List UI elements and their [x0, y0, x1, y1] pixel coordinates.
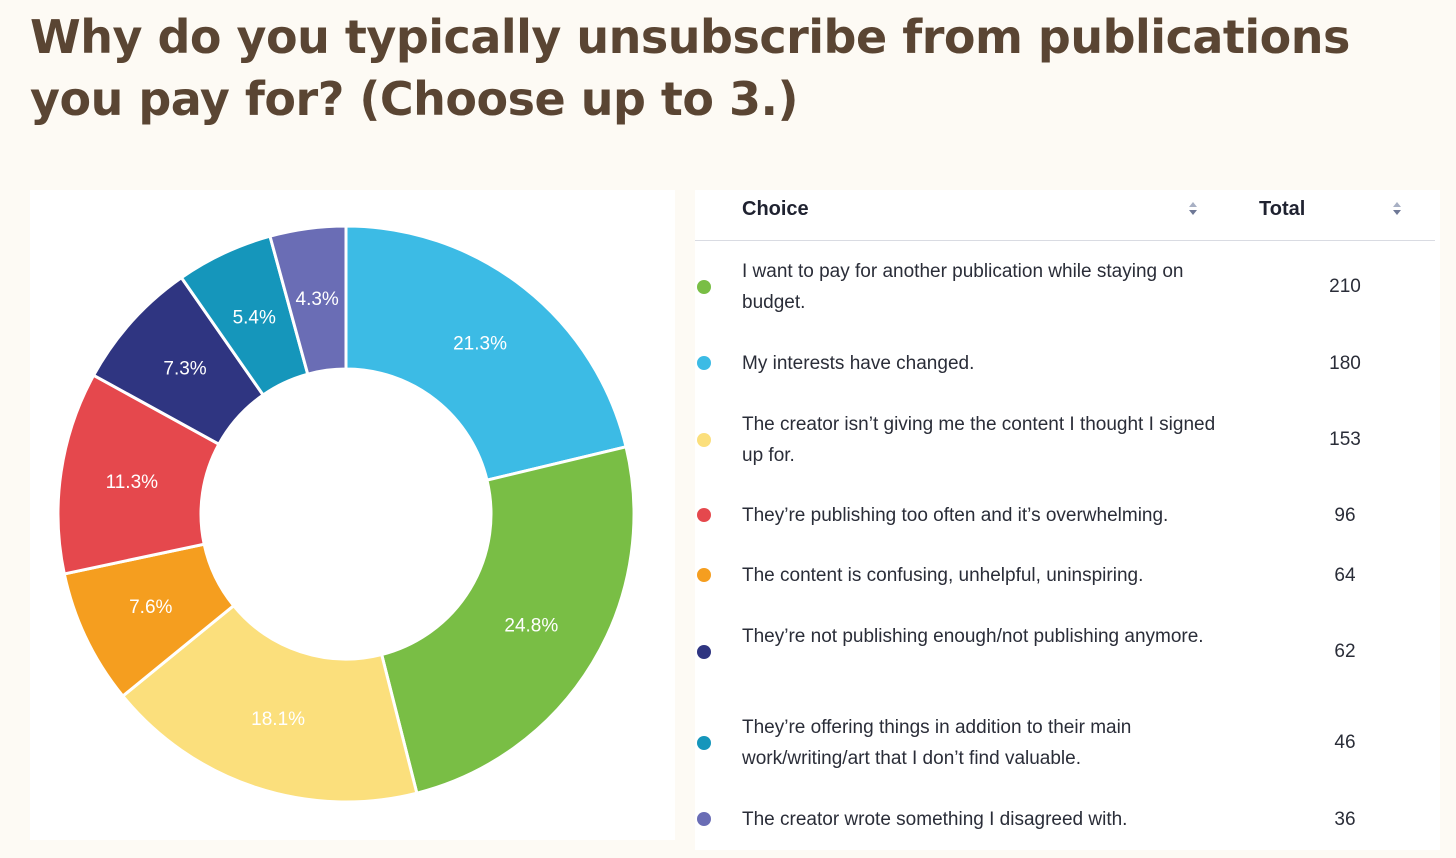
- legend-dot: [697, 433, 711, 447]
- slice-percent-label: 7.3%: [163, 359, 206, 380]
- slice-percent-label: 7.6%: [129, 597, 172, 618]
- donut-slice[interactable]: [120, 603, 419, 804]
- legend-dot: [697, 280, 711, 294]
- results-table: Choice Total I want to pay for another p…: [695, 190, 1440, 850]
- legend-dot: [697, 508, 711, 522]
- donut-slice[interactable]: [379, 444, 636, 795]
- total-value: 180: [1329, 353, 1361, 374]
- legend-dot: [697, 645, 711, 659]
- table-row: The creator isn’t giving me the content …: [695, 409, 1435, 471]
- choice-label: They’re publishing too often and it’s ov…: [742, 505, 1169, 526]
- donut-chart-panel: 21.3% 24.8% 18.1% 7.6% 11.3% 7.3% 5.4% 4.3%: [30, 190, 675, 840]
- slice-percent-label: 24.8%: [504, 615, 558, 636]
- table-row: I want to pay for another publication wh…: [695, 256, 1435, 318]
- choice-label: They’re not publishing enough/not publis…: [742, 626, 1204, 647]
- choice-label: I want to pay for another publication wh…: [742, 261, 1184, 313]
- total-value: 64: [1334, 565, 1356, 586]
- donut-slice[interactable]: [268, 224, 348, 376]
- slice-percent-label: 4.3%: [296, 289, 339, 310]
- choice-label: The creator wrote something I disagreed …: [742, 809, 1128, 830]
- table-row: The content is confusing, unhelpful, uni…: [695, 560, 1435, 591]
- table-row: They’re publishing too often and it’s ov…: [695, 500, 1435, 531]
- table-row: They’re offering things in addition to t…: [695, 712, 1435, 774]
- page-title: Why do you typically unsubscribe from pu…: [30, 10, 1350, 126]
- sort-icon[interactable]: [1188, 200, 1198, 220]
- total-value: 210: [1329, 276, 1361, 297]
- total-value: 46: [1334, 732, 1356, 753]
- choice-column-header[interactable]: Choice: [742, 198, 809, 220]
- legend-dot: [697, 356, 711, 370]
- table-row: They’re not publishing enough/not publis…: [695, 621, 1435, 683]
- slice-percent-label: 5.4%: [233, 307, 276, 328]
- legend-dot: [697, 568, 711, 582]
- donut-slice[interactable]: [344, 224, 628, 482]
- slice-percent-label: 18.1%: [251, 709, 305, 730]
- total-column-header[interactable]: Total: [1259, 198, 1306, 220]
- table-row: My interests have changed. 180: [695, 348, 1435, 379]
- slice-percent-label: 11.3%: [106, 472, 159, 493]
- donut-chart: 21.3% 24.8% 18.1% 7.6% 11.3% 7.3% 5.4% 4.3%: [56, 224, 636, 804]
- total-value: 36: [1334, 809, 1356, 830]
- slice-percent-label: 21.3%: [453, 333, 507, 354]
- total-value: 153: [1329, 429, 1361, 450]
- choice-label: My interests have changed.: [742, 353, 975, 374]
- choice-label: The content is confusing, unhelpful, uni…: [742, 565, 1144, 586]
- choice-label: The creator isn’t giving me the content …: [742, 414, 1216, 466]
- header-divider: [695, 240, 1435, 241]
- total-value: 62: [1334, 641, 1356, 662]
- total-value: 96: [1334, 505, 1356, 526]
- table-row: The creator wrote something I disagreed …: [695, 804, 1435, 835]
- choice-label: They’re offering things in addition to t…: [742, 717, 1132, 769]
- sort-icon[interactable]: [1392, 200, 1402, 220]
- legend-dot: [697, 812, 711, 826]
- legend-dot: [697, 736, 711, 750]
